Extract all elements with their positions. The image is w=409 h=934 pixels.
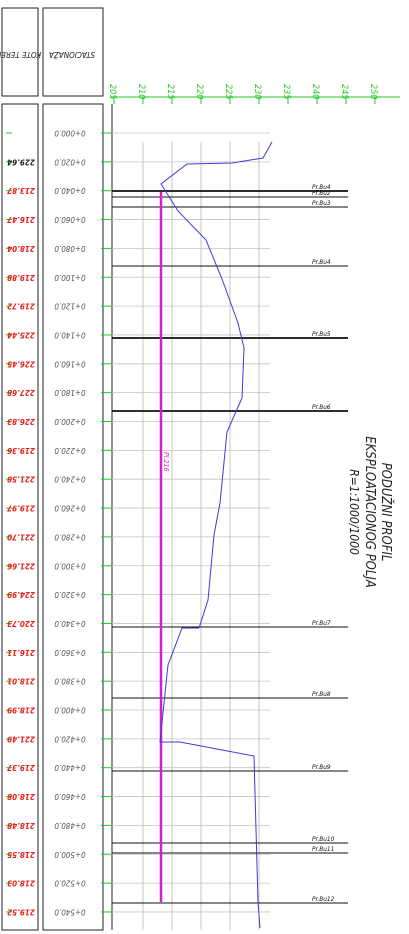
elevation-value: 216.11 (7, 648, 35, 657)
elevation-value: 219.37 (7, 763, 35, 772)
elevation-value: 218.48 (7, 821, 35, 830)
excavation-floor-label: Pl.216 (162, 452, 170, 472)
borehole-label: Pr.Bu4 (312, 258, 331, 266)
elevation-value: 225.44 (7, 330, 35, 339)
station-value: 0+520.0 (54, 879, 86, 888)
station-value: 0+020.0 (54, 157, 86, 166)
elevation-value: 218.99 (7, 706, 35, 715)
elevation-value: 216.47 (7, 215, 35, 224)
elevation-value: 226.45 (7, 359, 35, 368)
station-value: 0+260.0 (54, 504, 86, 513)
elevation-value: 221.49 (7, 734, 35, 743)
borehole-label: Pr.Bu3 (312, 199, 331, 207)
elevation-value: 221.70 (7, 532, 35, 541)
station-value: 0+000.0 (54, 129, 86, 138)
station-value: 0+340.0 (54, 619, 86, 628)
elevation-value: 218.04 (7, 244, 35, 253)
station-value: 0+120.0 (54, 302, 86, 311)
elevation-value: 218.01 (7, 677, 35, 686)
borehole-label: Pr.Bu7 (312, 619, 331, 627)
elevation-value: 219.88 (7, 273, 35, 282)
station-value: 0+440.0 (54, 763, 86, 772)
station-value: 0+040.0 (54, 186, 86, 195)
elevation-value: 219.72 (7, 302, 35, 311)
elevation-value: 219.52 (7, 907, 35, 916)
borehole-label: Pr.Bu4 (312, 183, 331, 191)
borehole-label: Pr.Bu12 (312, 895, 335, 903)
station-value: 0+460.0 (54, 792, 86, 801)
scale-label: 245 (339, 84, 349, 99)
scale-label: 240 (310, 84, 320, 99)
elevation-value: 219.97 (7, 504, 35, 513)
station-value: 0+360.0 (54, 648, 86, 657)
scale-label: 235 (281, 84, 291, 99)
station-value: 0+420.0 (54, 734, 86, 743)
station-value: 0+160.0 (54, 359, 86, 368)
station-value: 0+060.0 (54, 215, 86, 224)
station-value: 0+380.0 (54, 677, 86, 686)
scale-label: 230 (252, 84, 262, 99)
elevation-value: 218.08 (7, 792, 35, 801)
station-value: 0+400.0 (54, 706, 86, 715)
elevation-value: 220.73 (7, 619, 35, 628)
elevation-value: 227.68 (7, 388, 35, 397)
scale-label: 250 (368, 84, 378, 99)
borehole-label: Pr.Bu8 (312, 690, 331, 698)
stacionaza-header-box (42, 7, 104, 97)
scale-label: 225 (223, 84, 233, 99)
station-rows: 0+000.0 0+020.0 229.64 0+040.0 213.87 0+060.0… (6, 129, 270, 916)
borehole-label: Pr.Bu5 (312, 330, 331, 338)
station-value: 0+480.0 (54, 821, 86, 830)
station-value: 0+100.0 (54, 273, 86, 282)
station-value: 0+540.0 (54, 907, 86, 916)
terrain-profile-line (159, 141, 273, 929)
station-value: 0+320.0 (54, 590, 86, 599)
scale-grid (110, 96, 400, 930)
scale-label: 220 (194, 84, 204, 99)
borehole-label: Pr.Bu11 (312, 845, 334, 853)
title-block: PODUŽNI PROFIL EKSPLOATACIONOG POLJA R=1… (347, 436, 394, 588)
elevation-value: 219.36 (7, 446, 35, 455)
station-value: 0+300.0 (54, 561, 86, 570)
elevation-value: 213.87 (7, 186, 35, 195)
borehole-label: Pr.Bu6 (312, 403, 331, 411)
kote-terena-header: KOTE TERENA (0, 50, 41, 59)
station-value: 0+280.0 (54, 532, 86, 541)
scale-label: 215 (165, 84, 175, 99)
kote-terena-header-box (1, 7, 39, 97)
elevation-value: 229.64 (7, 157, 35, 166)
scale-label: 210 (136, 84, 146, 99)
title-line-3: R=1:1000/1000 (347, 469, 361, 555)
station-value: 0+080.0 (54, 244, 86, 253)
station-value: 0+500.0 (54, 850, 86, 859)
station-value: 0+180.0 (54, 388, 86, 397)
elevation-value: 218.55 (7, 850, 35, 859)
scale-label: 205 (107, 84, 117, 99)
scale-labels: 205 210 215 220 225 230 235 240 245 250 (107, 84, 378, 99)
station-value: 0+200.0 (54, 417, 86, 426)
station-column (42, 103, 104, 931)
elevation-value: 226.83 (7, 417, 35, 426)
elevation-value: 221.66 (7, 561, 35, 570)
station-value: 0+140.0 (54, 330, 86, 339)
borehole-lines: Pr.Bu4Pr.Bu2Pr.Bu3Pr.Bu4Pr.Bu5Pr.Bu6Pr.B… (112, 183, 348, 904)
borehole-label: Pr.Bu9 (312, 763, 331, 771)
elevation-value: 218.03 (7, 879, 35, 888)
elevation-column (1, 103, 39, 931)
title-line-2: EKSPLOATACIONOG POLJA (362, 436, 377, 588)
station-value: 0+240.0 (54, 475, 86, 484)
title-line-1: PODUŽNI PROFIL (378, 463, 394, 562)
borehole-label: Pr.Bu2 (312, 189, 331, 197)
elevation-value: 224.99 (7, 590, 35, 599)
station-value: 0+220.0 (54, 446, 86, 455)
elevation-value: 221.58 (7, 475, 35, 484)
stacionaza-header: STACIONAŽA (49, 50, 95, 61)
borehole-label: Pr.Bu10 (312, 835, 335, 843)
